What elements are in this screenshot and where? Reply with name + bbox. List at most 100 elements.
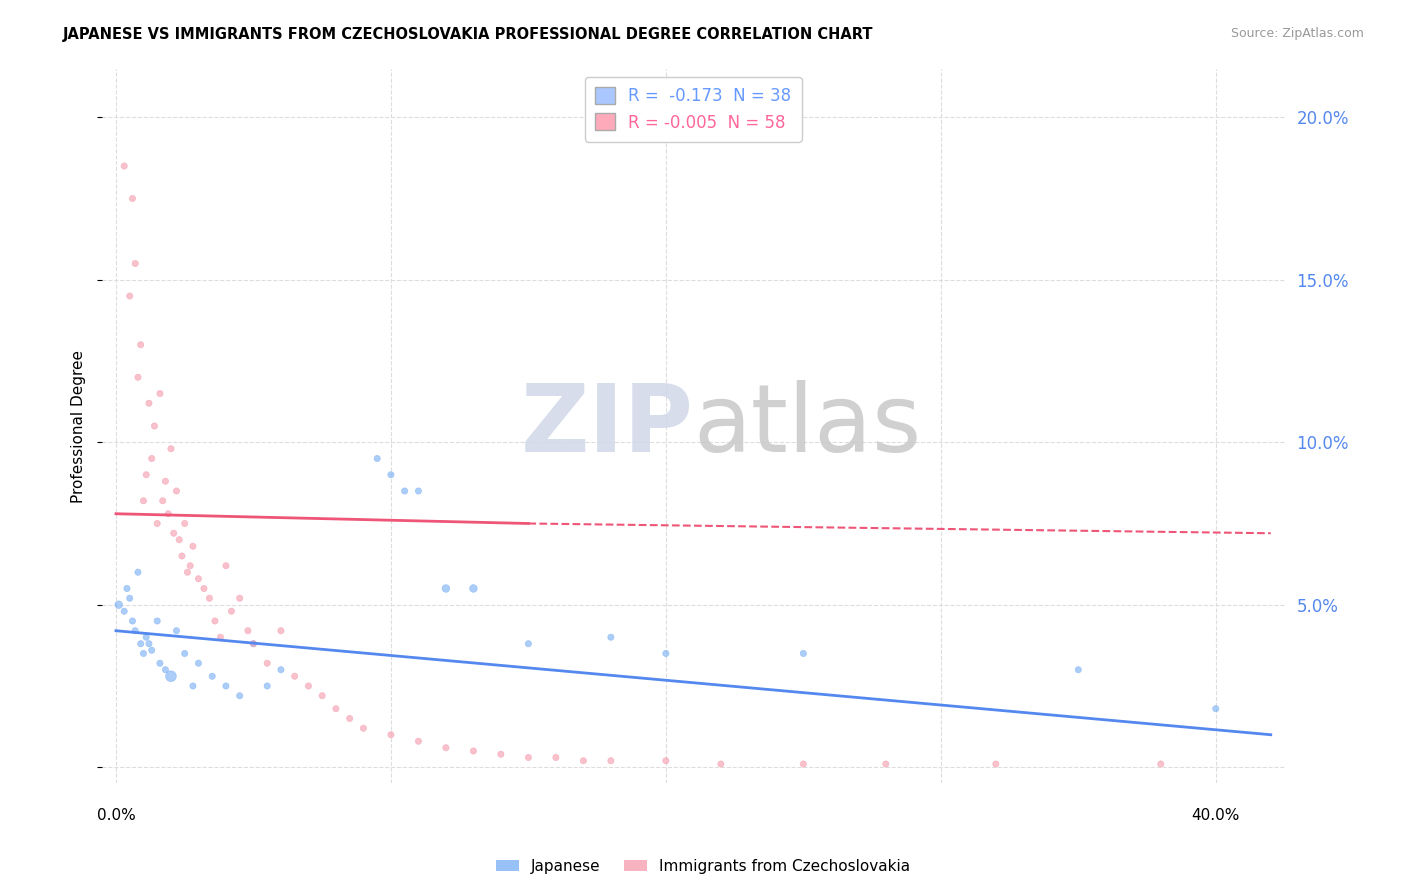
Point [270, 663, 292, 677]
Point [380, 728, 402, 742]
Point [146, 614, 169, 628]
Point [167, 533, 190, 547]
Point [118, 289, 141, 303]
Text: Source: ZipAtlas.com: Source: ZipAtlas.com [1230, 27, 1364, 40]
Point [155, 475, 177, 489]
Point [187, 572, 209, 586]
Point [710, 756, 733, 771]
Point [181, 539, 204, 553]
Point [124, 624, 146, 638]
Point [792, 756, 814, 771]
Point [394, 483, 416, 498]
Point [339, 711, 361, 725]
Point [408, 483, 430, 498]
Point [132, 647, 155, 661]
Point [163, 526, 186, 541]
Point [132, 493, 155, 508]
Point [107, 598, 129, 612]
Point [115, 582, 138, 596]
Point [157, 507, 180, 521]
Point [256, 657, 278, 671]
Point [193, 582, 215, 596]
Point [489, 747, 512, 762]
Point [209, 630, 232, 644]
Text: JAPANESE VS IMMIGRANTS FROM CZECHOSLOVAKIA PROFESSIONAL DEGREE CORRELATION CHART: JAPANESE VS IMMIGRANTS FROM CZECHOSLOVAK… [63, 27, 873, 42]
Point [204, 614, 226, 628]
Point [129, 337, 152, 351]
Point [655, 754, 678, 768]
Point [135, 630, 157, 644]
Point [141, 451, 163, 466]
Point [141, 643, 163, 657]
Point [366, 451, 388, 466]
Point [463, 744, 485, 758]
Text: 40.0%: 40.0% [1192, 808, 1240, 823]
Point [179, 558, 201, 573]
Point [173, 647, 195, 661]
Point [138, 637, 160, 651]
Point [270, 624, 292, 638]
Point [284, 669, 307, 683]
Point [792, 647, 814, 661]
Legend: Japanese, Immigrants from Czechoslovakia: Japanese, Immigrants from Czechoslovakia [489, 853, 917, 880]
Point [599, 754, 621, 768]
Point [187, 657, 209, 671]
Point [517, 750, 540, 764]
Point [152, 493, 174, 508]
Point [149, 386, 172, 401]
Point [221, 604, 243, 618]
Point [160, 669, 183, 683]
Point [1205, 702, 1227, 716]
Point [228, 689, 250, 703]
Point [875, 756, 897, 771]
Point [121, 192, 143, 206]
Point [984, 756, 1007, 771]
Point [170, 549, 193, 563]
Point [198, 591, 221, 606]
Point [311, 689, 333, 703]
Point [112, 159, 135, 173]
Point [129, 637, 152, 651]
Point [544, 750, 567, 764]
Point [127, 370, 149, 384]
Point [149, 657, 172, 671]
Point [118, 591, 141, 606]
Point [201, 669, 224, 683]
Point [599, 630, 621, 644]
Text: ZIP: ZIP [520, 380, 693, 472]
Point [165, 624, 187, 638]
Point [165, 483, 187, 498]
Point [138, 396, 160, 410]
Point [1150, 756, 1173, 771]
Point [127, 566, 149, 580]
Point [325, 702, 347, 716]
Legend: R =  -0.173  N = 38, R = -0.005  N = 58: R = -0.173 N = 38, R = -0.005 N = 58 [585, 77, 801, 142]
Point [121, 614, 143, 628]
Point [297, 679, 319, 693]
Y-axis label: Professional Degree: Professional Degree [72, 350, 86, 502]
Point [112, 604, 135, 618]
Point [160, 442, 183, 456]
Point [236, 624, 259, 638]
Point [215, 679, 238, 693]
Point [155, 663, 177, 677]
Point [517, 637, 540, 651]
Point [146, 516, 169, 531]
Point [352, 721, 374, 735]
Point [408, 734, 430, 748]
Point [1067, 663, 1090, 677]
Point [124, 256, 146, 270]
Point [380, 467, 402, 482]
Point [434, 740, 457, 755]
Point [463, 582, 485, 596]
Text: 0.0%: 0.0% [97, 808, 135, 823]
Point [256, 679, 278, 693]
Point [242, 637, 264, 651]
Point [434, 582, 457, 596]
Point [135, 467, 157, 482]
Text: atlas: atlas [693, 380, 921, 472]
Point [572, 754, 595, 768]
Point [242, 637, 264, 651]
Point [655, 647, 678, 661]
Point [215, 558, 238, 573]
